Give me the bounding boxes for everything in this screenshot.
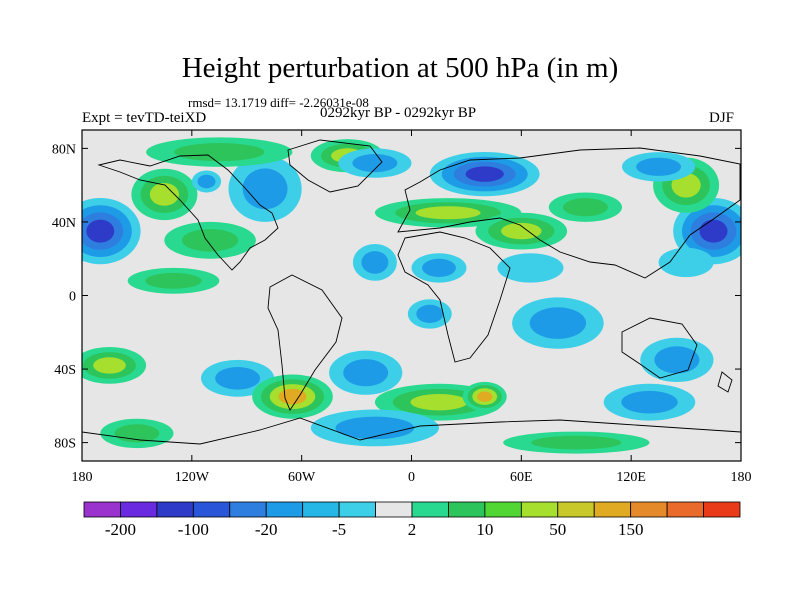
y-tick-label-0: 80N [52,142,76,157]
coastline-africa [397,231,511,363]
contour-blob-21-level-1 [416,304,444,323]
contour-blob-5-level-1 [181,229,239,252]
x-tick-label-1: 120W [175,470,210,485]
contour-blob-10-level-2 [501,222,542,240]
colorbar-box-9 [411,501,449,518]
colorbar-label-5: 10 [476,520,493,539]
contour-blob-14-level-1 [174,143,265,162]
colorbar-label-2: -20 [255,520,278,539]
colorbar-label-0: -200 [105,520,136,539]
y-tick-label-1: 40N [52,216,76,231]
colorbar-label-7: 150 [618,520,644,539]
period-label: 0292kyr BP - 0292kyr BP [320,105,477,121]
y-tick-label-2: 0 [69,290,76,305]
x-tick-label-2: 60W [288,470,316,485]
contour-blob-8-level-3 [465,166,504,182]
contour-blob-17-level-0 [497,253,564,283]
coastline-south-america [267,274,343,411]
experiment-label: Expt = tevTD-teiXD [82,110,207,126]
contour-blob-20-level-1 [529,307,587,339]
contour-blob-31-level-1 [531,435,622,450]
contour-blob-28-level-3 [477,391,493,402]
colorbar-box-17 [703,501,741,518]
y-axis: 80N 40N 0 40S 80S [52,142,741,452]
y-tick-label-4: 80S [54,437,76,452]
stats-subtitle: rmsd= 13.1719 diff= -2.26031e-08 [188,95,369,110]
coastline-new-zealand [717,371,733,393]
season-label: DJF [709,110,735,126]
colorbar-box-15 [630,501,668,518]
contour-blob-7-level-1 [352,154,398,173]
contour-blob-4-level-1 [197,174,216,189]
colorbar-box-3 [192,501,231,518]
contour-blob-16-level-1 [422,258,456,277]
colorbar-box-8 [375,501,413,518]
coastline-antarctica [82,417,741,445]
contour-blob-11-level-1 [562,198,608,217]
contour-blob-27-level-2 [410,394,468,411]
coastline-north-america [97,154,279,271]
coastline-eurasia [397,147,741,279]
contour-blob-6-level-1 [242,168,288,210]
contour-blob-24-level-2 [93,357,126,374]
colorbar-box-4 [229,501,267,518]
contour-blob-13-level-1 [636,157,682,176]
colorbar-box-0 [83,501,121,518]
colorbar-box-5 [265,501,304,518]
contour-blob-18-level-0 [658,247,714,278]
colorbar-box-11 [484,501,522,518]
colorbar-box-16 [666,501,704,518]
colorbar-label-6: 50 [549,520,566,539]
colorbar-box-7 [338,501,376,518]
contour-blob-1-level-3 [699,219,728,243]
contour-blob-29-level-1 [621,390,678,414]
x-axis: 180 120W 60W 0 60E 120E 180 [72,130,752,485]
contour-blob-26-level-3 [278,388,307,405]
y-tick-label-3: 40S [54,363,76,378]
coastline-greenland [287,139,383,193]
contour-blob-23-level-1 [654,346,700,374]
coastline-australia [621,317,698,379]
x-tick-label-0: 180 [72,470,93,485]
contour-blob-22-level-1 [343,359,389,387]
colorbar-box-14 [593,501,632,518]
colorbar-box-2 [156,501,194,518]
x-tick-label-3: 0 [408,470,415,485]
contour-field [82,130,741,461]
contour-blob-9-level-2 [415,206,481,220]
contour-blob-15-level-1 [361,251,389,274]
colorbar-label-3: -5 [332,520,346,539]
colorbar-label-4: 2 [408,520,417,539]
colorbar-box-12 [520,501,559,518]
colorbar-label-1: -100 [178,520,209,539]
colorbar: -200 -100 -20 -5 2 10 50 150 [83,501,741,539]
colorbar-box-1 [120,501,158,518]
x-tick-label-6: 180 [731,470,752,485]
x-tick-label-5: 120E [616,470,646,485]
contour-blob-0-level-3 [86,219,115,243]
x-tick-label-4: 60E [510,470,533,485]
colorbar-box-10 [448,501,486,518]
chart-title: Height perturbation at 500 hPa (in m) [181,52,619,84]
colorbar-box-6 [302,501,340,518]
contour-blob-3-level-2 [149,183,179,206]
colorbar-box-13 [557,501,595,518]
contour-blob-19-level-1 [145,272,202,289]
contour-blob-30-level-1 [335,416,415,440]
coastlines [82,139,741,445]
contour-blob-25-level-1 [215,367,261,390]
